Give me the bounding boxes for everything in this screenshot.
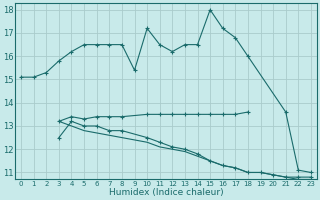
X-axis label: Humidex (Indice chaleur): Humidex (Indice chaleur)	[109, 188, 223, 197]
